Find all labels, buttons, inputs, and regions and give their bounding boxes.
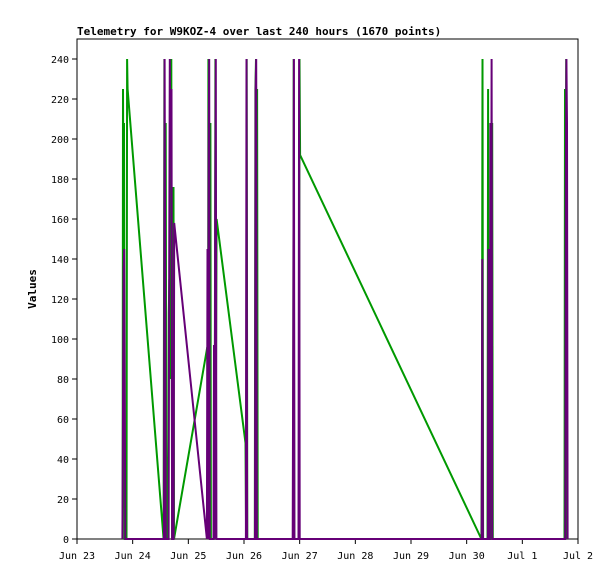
plot-frame: [76, 38, 579, 540]
x-tick-label: Jun 27: [282, 551, 318, 562]
x-tick-label: Jun 23: [59, 551, 95, 562]
x-tick-label: Jul 1: [507, 551, 537, 562]
x-axis-ticks: Jun 23 Jun 24 Jun 25 Jun 26 Jun 27 Jun 28 Jun …: [59, 539, 593, 562]
y-tick-label: 80: [57, 375, 69, 386]
x-tick-label: Jun 30: [449, 551, 485, 562]
y-axis-label: Values: [26, 269, 39, 309]
y-tick-label: 160: [51, 215, 69, 226]
x-tick-label: Jun 25: [170, 551, 206, 562]
y-tick-label: 120: [51, 295, 69, 306]
y-tick-label: 0: [63, 535, 69, 546]
y-tick-label: 180: [51, 175, 69, 186]
y-tick-label: 200: [51, 135, 69, 146]
y-axis-ticks: 0 20 40 60 80 100 120 140 160 180 200 220 240: [51, 55, 77, 546]
y-tick-label: 60: [57, 415, 69, 426]
y-tick-label: 140: [51, 255, 69, 266]
series-line-1: [121, 58, 568, 540]
x-tick-label: Jun 28: [337, 551, 373, 562]
x-tick-label: Jun 24: [115, 551, 151, 562]
y-tick-label: 100: [51, 335, 69, 346]
y-tick-label: 20: [57, 495, 69, 506]
x-tick-label: Jun 26: [226, 551, 262, 562]
series-line-2: [121, 58, 569, 540]
series-group: [121, 58, 569, 540]
chart-title: Telemetry for W9KOZ-4 over last 240 hour…: [77, 25, 441, 38]
y-tick-label: 240: [51, 55, 69, 66]
x-tick-label: Jul 2: [563, 551, 593, 562]
y-tick-label: 220: [51, 95, 69, 106]
y-tick-label: 40: [57, 455, 69, 466]
x-tick-label: Jun 29: [393, 551, 429, 562]
